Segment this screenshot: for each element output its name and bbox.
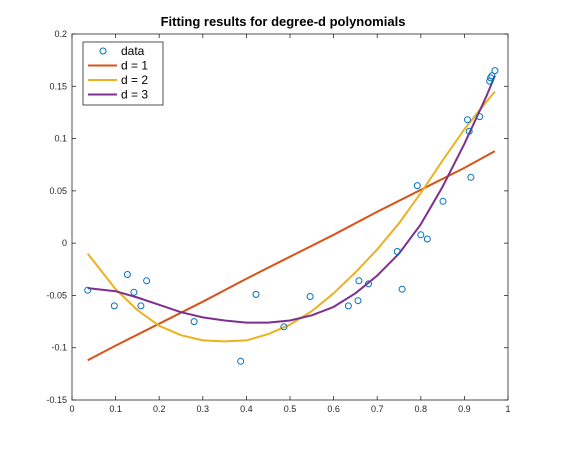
legend-label: data [121, 44, 145, 58]
series-layer [84, 67, 499, 365]
x-tick-label: 0.5 [284, 404, 297, 414]
data-point [237, 357, 245, 365]
data-point [439, 197, 447, 205]
axes-layer: 0 0.1 0.2 0.3 0.4 0.5 0.6 0.7 0.8 0.9 1 -0.15 -0.1 -0… [46, 29, 510, 414]
data-point [252, 290, 260, 298]
x-tick-label: 1 [505, 404, 510, 414]
data-point [417, 231, 425, 239]
data-point [491, 67, 499, 75]
data-point [344, 302, 352, 310]
y-tick-label: 0.2 [54, 29, 67, 39]
y-tick-label: -0.05 [46, 290, 67, 300]
x-tick-label: 0.4 [240, 404, 253, 414]
series-line-3 [87, 75, 496, 324]
y-tick-label: 0.1 [54, 134, 67, 144]
data-point [123, 271, 131, 278]
data-point [464, 116, 471, 124]
x-tick-label: 0.9 [458, 404, 471, 414]
data-point [467, 173, 475, 181]
legend-label: d = 1 [121, 59, 148, 73]
legend-marker [99, 47, 107, 55]
y-tick-label: -0.15 [46, 395, 67, 405]
x-tick-label: 0.1 [109, 404, 122, 414]
data-point [143, 277, 151, 285]
x-tick-label: 0.7 [371, 404, 384, 414]
data-point [365, 280, 372, 288]
data-point [393, 248, 401, 255]
y-tick-label: 0.05 [49, 186, 67, 196]
y-tick-label: -0.1 [51, 343, 67, 353]
data-point [110, 302, 118, 310]
data-point [398, 285, 406, 293]
data-point [354, 297, 362, 305]
x-tick-label: 0.6 [327, 404, 340, 414]
legend-label: d = 2 [121, 73, 148, 87]
x-tick-label: 0.8 [415, 404, 428, 414]
chart-title: Fitting results for degree-d polynomials [161, 14, 406, 29]
legend-label: d = 3 [121, 88, 148, 102]
data-point [488, 72, 496, 80]
y-tick-label: 0 [62, 238, 67, 248]
data-point [476, 113, 484, 121]
data-point [306, 293, 314, 300]
series-line-1 [87, 150, 496, 362]
data-point [130, 288, 138, 296]
data-point [190, 318, 198, 326]
data-point [84, 286, 92, 294]
data-point [413, 182, 421, 190]
data-point [423, 235, 431, 243]
data-point [280, 323, 288, 331]
y-tick-label: 0.15 [49, 81, 67, 91]
data-point [355, 277, 363, 285]
x-tick-label: 0.3 [197, 404, 210, 414]
data-point [465, 127, 473, 135]
x-tick-label: 0 [69, 404, 74, 414]
x-tick-label: 0.2 [153, 404, 166, 414]
data-point [137, 302, 145, 310]
